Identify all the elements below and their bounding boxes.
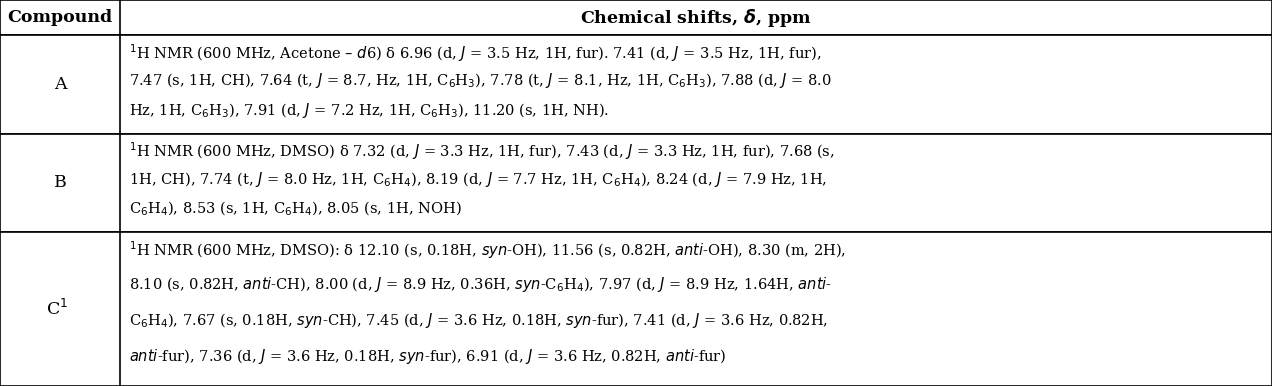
- Text: 7.47 (s, 1H, CH), 7.64 (t, $J$ = 8.7, Hz, 1H, C$_6$H$_3$), 7.78 (t, $J$ = 8.1, H: 7.47 (s, 1H, CH), 7.64 (t, $J$ = 8.7, Hz…: [130, 71, 832, 90]
- Text: Chemical shifts, $\boldsymbol{\delta}$, ppm: Chemical shifts, $\boldsymbol{\delta}$, …: [580, 7, 812, 29]
- Text: Hz, 1H, C$_6$H$_3$), 7.91 (d, $J$ = 7.2 Hz, 1H, C$_6$H$_3$), 11.20 (s, 1H, NH).: Hz, 1H, C$_6$H$_3$), 7.91 (d, $J$ = 7.2 …: [130, 101, 609, 120]
- Bar: [0, 134, 1272, 232]
- Text: B: B: [53, 174, 66, 191]
- Bar: [0, 232, 121, 386]
- Text: $\mathit{anti}$-fur), 7.36 (d, $J$ = 3.6 Hz, 0.18H, $\mathit{syn}$-fur), 6.91 (d: $\mathit{anti}$-fur), 7.36 (d, $J$ = 3.6…: [130, 347, 726, 366]
- Bar: [0, 232, 1272, 386]
- Text: $^{1}$H NMR (600 MHz, DMSO): δ 12.10 (s, 0.18H, $\mathit{syn}$-OH), 11.56 (s, 0.: $^{1}$H NMR (600 MHz, DMSO): δ 12.10 (s,…: [130, 239, 846, 261]
- Bar: [0, 35, 121, 134]
- Bar: [0, 0, 1272, 35]
- Text: $^{1}$H NMR (600 MHz, DMSO) δ 7.32 (d, $J$ = 3.3 Hz, 1H, fur), 7.43 (d, $J$ = 3.: $^{1}$H NMR (600 MHz, DMSO) δ 7.32 (d, $…: [130, 141, 834, 162]
- Bar: [0, 35, 1272, 134]
- Text: C$_6$H$_4$), 8.53 (s, 1H, C$_6$H$_4$), 8.05 (s, 1H, NOH): C$_6$H$_4$), 8.53 (s, 1H, C$_6$H$_4$), 8…: [130, 199, 462, 218]
- Bar: [0, 0, 121, 35]
- Text: 8.10 (s, 0.82H, $\mathit{anti}$-CH), 8.00 (d, $J$ = 8.9 Hz, 0.36H, $\mathit{syn}: 8.10 (s, 0.82H, $\mathit{anti}$-CH), 8.0…: [130, 275, 832, 294]
- Text: $^{1}$H NMR (600 MHz, Acetone – $d$6) δ 6.96 (d, $J$ = 3.5 Hz, 1H, fur). 7.41 (d: $^{1}$H NMR (600 MHz, Acetone – $d$6) δ …: [130, 42, 822, 64]
- Text: C$^1$: C$^1$: [46, 299, 69, 319]
- Text: A: A: [53, 76, 66, 93]
- Text: 1H, CH), 7.74 (t, $J$ = 8.0 Hz, 1H, C$_6$H$_4$), 8.19 (d, $J$ = 7.7 Hz, 1H, C$_6: 1H, CH), 7.74 (t, $J$ = 8.0 Hz, 1H, C$_6…: [130, 170, 827, 189]
- Text: Compound: Compound: [8, 9, 113, 26]
- Bar: [0, 134, 121, 232]
- Text: C$_6$H$_4$), 7.67 (s, 0.18H, $\mathit{syn}$-CH), 7.45 (d, $J$ = 3.6 Hz, 0.18H, $: C$_6$H$_4$), 7.67 (s, 0.18H, $\mathit{sy…: [130, 311, 828, 330]
